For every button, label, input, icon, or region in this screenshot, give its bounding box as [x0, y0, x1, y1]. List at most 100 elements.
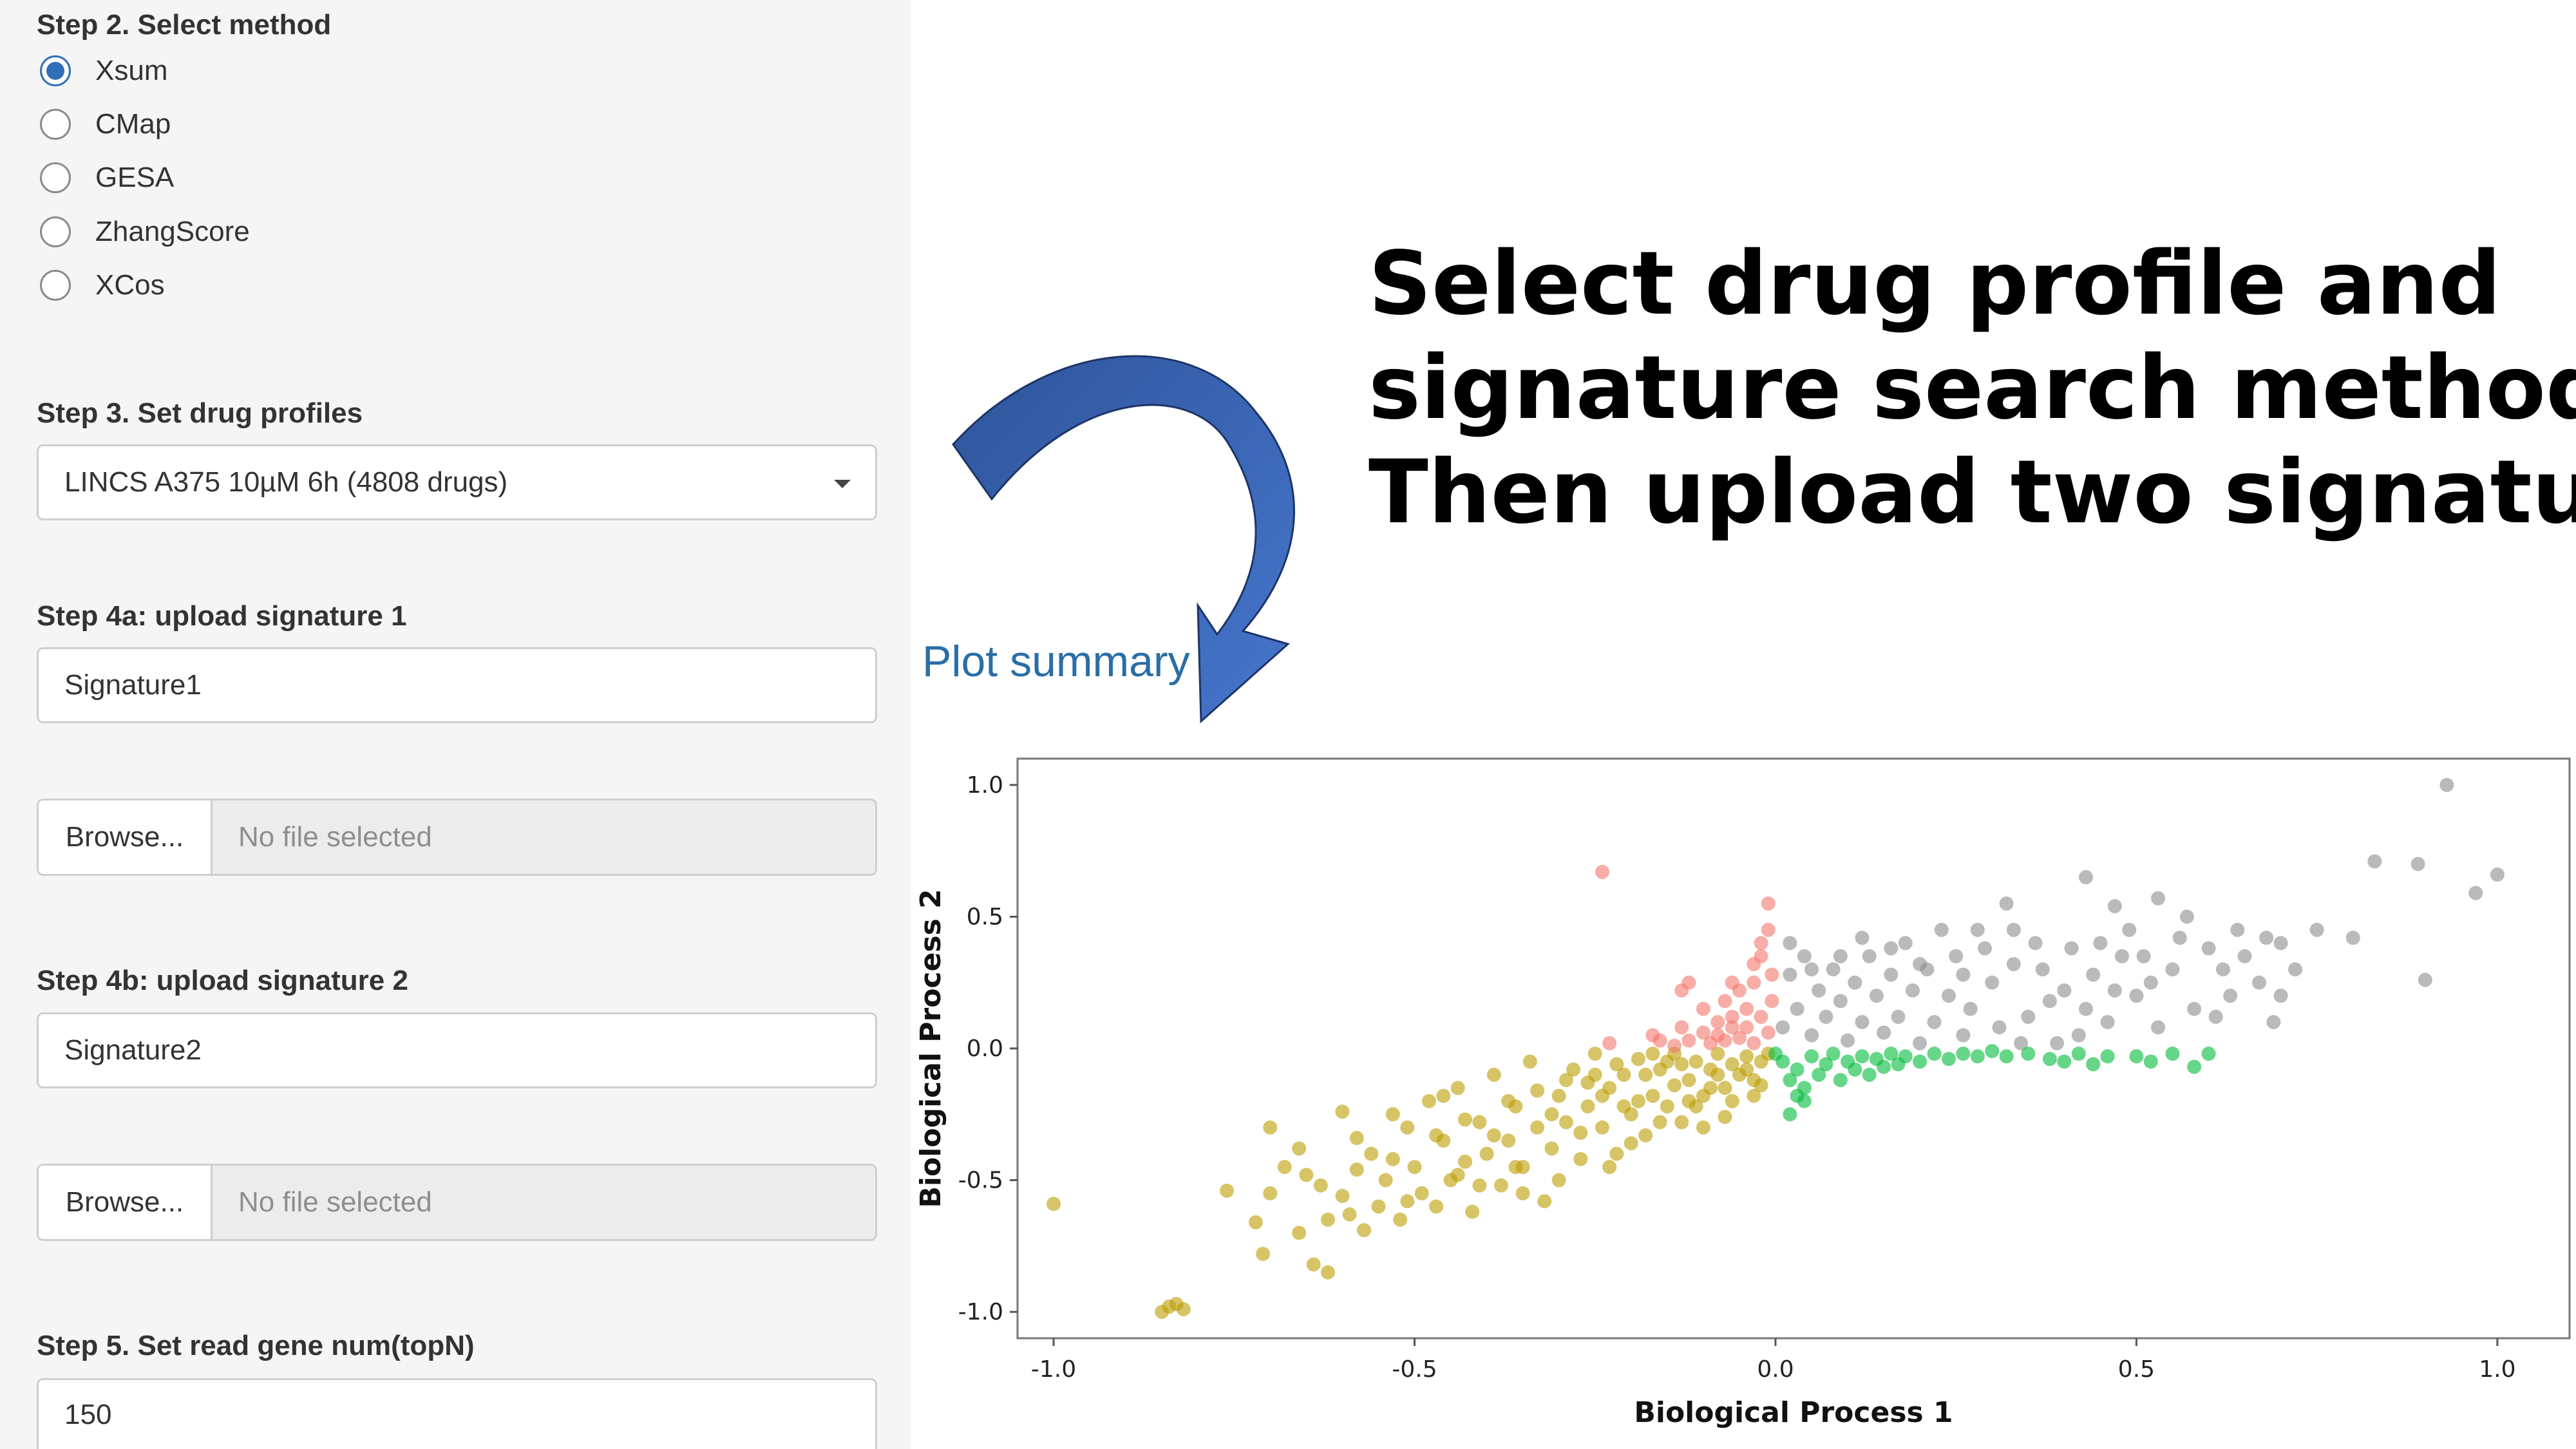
data-point [1681, 1033, 1696, 1048]
data-point [1905, 983, 1920, 998]
data-point [1833, 1073, 1848, 1088]
data-point [1292, 1141, 1307, 1156]
data-point [1696, 1001, 1710, 1016]
data-point [1385, 1151, 1400, 1166]
data-point [1812, 983, 1826, 998]
data-point [1747, 1088, 1761, 1103]
data-point [2273, 989, 2288, 1003]
data-point [1638, 1067, 1653, 1082]
signature2-browse-button[interactable]: Browse... [37, 1164, 211, 1241]
signature2-file-upload[interactable]: Browse... No file selected [37, 1164, 877, 1241]
data-point [2122, 922, 2137, 937]
radio-unselected-icon[interactable] [40, 109, 71, 140]
data-point [1898, 1049, 1913, 1064]
data-point [1602, 1160, 1617, 1175]
data-point [1378, 1173, 1393, 1188]
data-point [1765, 967, 1779, 982]
data-point [1913, 1036, 1927, 1050]
data-point [1797, 949, 1812, 963]
drug-profile-select[interactable]: LINCS A375 10µM 6h (4808 drugs) [37, 444, 877, 520]
data-point [1927, 1015, 1942, 1030]
data-point [1436, 1088, 1451, 1103]
radio-unselected-icon[interactable] [40, 216, 71, 247]
radio-option-xcos[interactable]: XCos [40, 266, 165, 305]
data-point [1739, 1001, 1754, 1016]
plot-panel [1016, 757, 2571, 1340]
data-point [1616, 1099, 1631, 1113]
data-point [1667, 1038, 1682, 1053]
headline-line-2: signature search method [1368, 337, 2576, 439]
data-point [2071, 1046, 2086, 1061]
data-point [1486, 1067, 1501, 1082]
data-point [1602, 1036, 1617, 1050]
signature2-name-input[interactable]: Signature2 [37, 1012, 877, 1088]
data-point [1450, 1168, 1465, 1182]
data-point [1739, 1020, 1754, 1035]
step4a-label: Step 4a: upload signature 1 [37, 600, 407, 632]
data-point [1689, 1054, 1703, 1069]
data-point [1978, 941, 1993, 956]
data-point [1754, 936, 1768, 951]
data-point [1898, 936, 1913, 951]
radio-option-zhangscore[interactable]: ZhangScore [40, 213, 250, 251]
data-point [1783, 1107, 1797, 1122]
radio-selected-icon[interactable] [40, 55, 71, 86]
data-point [1790, 1088, 1804, 1103]
data-point [1877, 1025, 1891, 1040]
radio-option-xsum[interactable]: Xsum [40, 52, 167, 90]
radio-unselected-icon[interactable] [40, 162, 71, 193]
signature1-browse-button[interactable]: Browse... [37, 799, 211, 876]
signature1-file-status: No file selected [211, 799, 877, 876]
radio-unselected-icon[interactable] [40, 270, 71, 301]
radio-option-cmap[interactable]: CMap [40, 105, 171, 144]
plot-summary-title: Plot summary [922, 637, 1190, 686]
data-point [1248, 1215, 1263, 1229]
signature1-file-upload[interactable]: Browse... No file selected [37, 799, 877, 876]
data-point [1472, 1178, 1487, 1193]
data-point [1783, 936, 1797, 951]
data-point [1587, 1067, 1602, 1082]
data-point [2014, 1036, 2029, 1050]
data-point [2288, 962, 2303, 977]
x-tick-label: 0.5 [2118, 1356, 2155, 1383]
x-tick-label: -1.0 [1031, 1356, 1076, 1383]
data-point [1263, 1120, 1278, 1135]
topn-input[interactable]: 150 [37, 1378, 877, 1449]
data-point [2028, 936, 2043, 951]
data-point [2100, 1015, 2115, 1030]
radio-option-gesa[interactable]: GESA [40, 158, 174, 197]
data-point [1804, 1028, 1819, 1043]
data-point [1162, 1299, 1177, 1314]
radio-label-xcos: XCos [95, 269, 165, 301]
data-point [1176, 1302, 1191, 1316]
data-point [2143, 975, 2158, 990]
data-point [2490, 867, 2505, 882]
data-point [1566, 1062, 1581, 1077]
points-layer [1046, 777, 2505, 1320]
data-point [1681, 975, 1696, 990]
data-point [1725, 975, 1739, 990]
data-point [1385, 1107, 1400, 1122]
data-point [1718, 1081, 1732, 1095]
data-point [2187, 1059, 2202, 1074]
y-tick-label: 1.0 [967, 772, 1003, 799]
step2-label: Step 2. Select method [37, 9, 332, 41]
data-point [1970, 922, 1985, 937]
data-point [1747, 1036, 1761, 1050]
data-point [1761, 922, 1776, 937]
y-tick-label: -1.0 [958, 1299, 1003, 1325]
data-point [1342, 1207, 1357, 1222]
headline-line-1: Select drug profile and [1368, 233, 2501, 335]
data-point [1747, 975, 1761, 990]
data-point [1819, 1057, 1833, 1072]
data-point [1891, 1009, 1906, 1024]
data-point [1963, 1001, 1978, 1016]
data-point [1754, 1009, 1768, 1024]
data-point [1783, 1073, 1797, 1088]
data-point [1616, 1067, 1631, 1082]
data-point [2237, 949, 2252, 963]
signature2-name-value: Signature2 [64, 1034, 202, 1066]
signature1-name-input[interactable]: Signature1 [37, 647, 877, 723]
data-point [2071, 1028, 2086, 1043]
data-point [1956, 967, 1971, 982]
